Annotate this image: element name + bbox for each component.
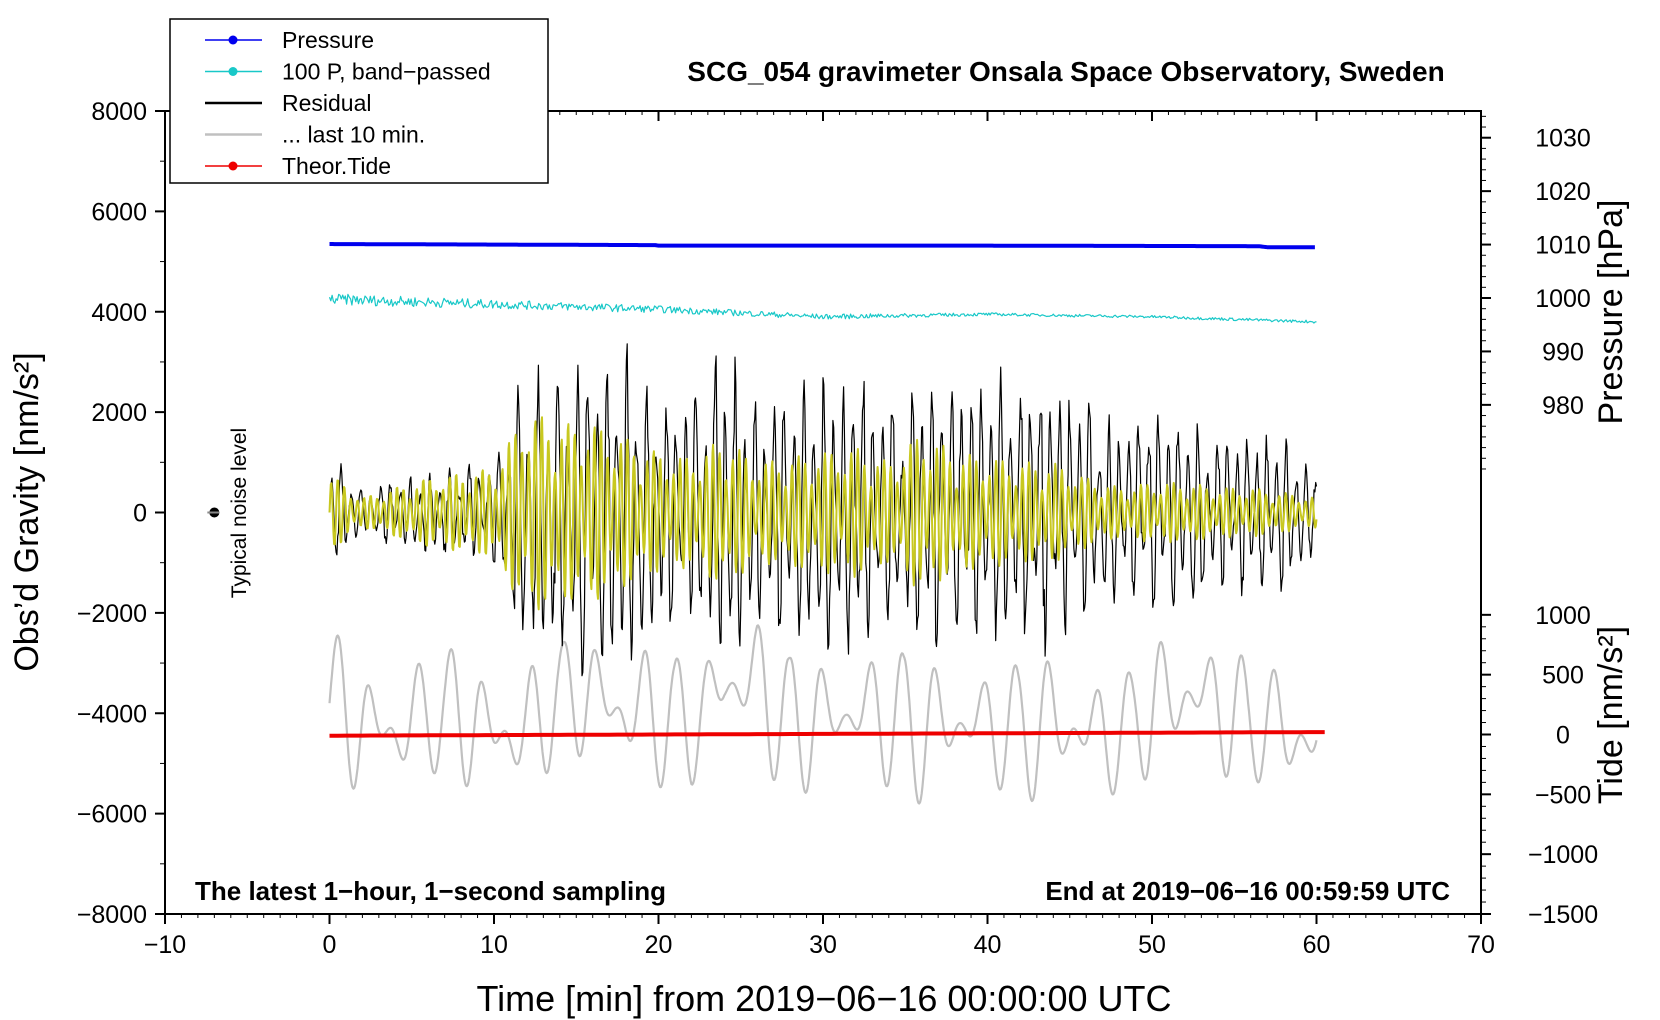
pressure-tick-label-3: 1000 — [1535, 285, 1591, 313]
left-tick-label-0: 8000 — [91, 98, 147, 126]
x-axis-ticks: −10 0 10 20 30 40 50 60 70 — [144, 111, 1495, 959]
pressure-axis-label: Pressure [hPa] — [1592, 200, 1630, 425]
legend: Pressure 100 P, band−passed Residual ... la… — [169, 18, 549, 184]
tide-tick-label-3: −500 — [1535, 781, 1591, 809]
legend-label-0: Pressure — [282, 27, 374, 53]
pressure-axis-ticks: 1030 1020 1010 1000 990 980 — [1481, 115, 1591, 470]
tide-tick-label-4: −1000 — [1528, 841, 1598, 869]
series-group — [328, 242, 1325, 805]
legend-box — [169, 18, 549, 184]
legend-items: Pressure 100 P, band−passed Residual ... la… — [205, 27, 491, 179]
x-tick-label-6: 50 — [1138, 931, 1166, 959]
left-tick-label-8: −8000 — [77, 901, 147, 929]
legend-label-2: Residual — [282, 90, 372, 116]
tide-tick-label-0: 1000 — [1535, 602, 1591, 630]
series-pressure — [329, 242, 1316, 250]
x-axis-label: Time [min] from 2019−06−16 00:00:00 UTC — [476, 978, 1171, 1019]
legend-label-4: Theor.Tide — [282, 153, 391, 179]
noise-level-label: Typical noise level — [228, 428, 251, 598]
left-tick-label-1: 6000 — [91, 198, 147, 226]
tide-tick-label-1: 500 — [1542, 662, 1584, 690]
legend-label-3: ... last 10 min. — [282, 122, 425, 148]
tide-tick-label-2: 0 — [1556, 722, 1570, 750]
pressure-tick-label-1: 1020 — [1535, 178, 1591, 206]
legend-label-1: 100 P, band−passed — [282, 59, 491, 85]
series-residual — [328, 343, 1318, 677]
left-axis-ticks: 8000 6000 4000 2000 0 −2000 −4000 −6000 −8000 — [77, 98, 165, 929]
x-tick-label-7: 60 — [1303, 931, 1331, 959]
left-tick-label-6: −4000 — [77, 700, 147, 728]
x-tick-label-5: 40 — [974, 931, 1002, 959]
series-band-passed-residual — [328, 416, 1318, 611]
series-last-10-min — [328, 624, 1318, 805]
left-tick-label-3: 2000 — [91, 399, 147, 427]
pressure-tick-label-4: 990 — [1542, 338, 1584, 366]
tide-tick-label-5: −1500 — [1528, 901, 1598, 929]
left-tick-label-7: −6000 — [77, 801, 147, 829]
chart-title: SCG_054 gravimeter Onsala Space Observat… — [687, 56, 1444, 87]
series-pressure-band-passed — [328, 293, 1317, 324]
left-axis-label: Obs’d Gravity [nm/s²] — [8, 352, 46, 671]
x-tick-label-3: 20 — [645, 931, 673, 959]
series-theor-tide — [329, 730, 1325, 738]
bottom-right-note: End at 2019−06−16 00:59:59 UTC — [1045, 876, 1450, 906]
x-tick-label-1: 0 — [323, 931, 337, 959]
pressure-tick-label-5: 980 — [1542, 392, 1584, 420]
left-tick-label-2: 4000 — [91, 299, 147, 327]
x-tick-label-4: 30 — [809, 931, 837, 959]
legend-marker-4 — [228, 161, 238, 171]
legend-marker-0 — [228, 35, 238, 45]
left-tick-label-4: 0 — [133, 500, 147, 528]
x-tick-label-8: 70 — [1467, 931, 1495, 959]
x-tick-label-0: −10 — [144, 931, 186, 959]
bottom-left-note: The latest 1−hour, 1−second sampling — [195, 876, 666, 906]
x-tick-label-2: 10 — [480, 931, 508, 959]
legend-marker-1 — [228, 67, 238, 76]
tide-axis-label: Tide [nm/s²] — [1592, 626, 1630, 804]
pressure-tick-label-2: 1010 — [1535, 232, 1591, 260]
pressure-tick-label-0: 1030 — [1535, 125, 1591, 153]
left-tick-label-5: −2000 — [77, 600, 147, 628]
tide-axis-ticks: 1000 500 0 −500 −1000 −1500 — [1481, 602, 1598, 929]
